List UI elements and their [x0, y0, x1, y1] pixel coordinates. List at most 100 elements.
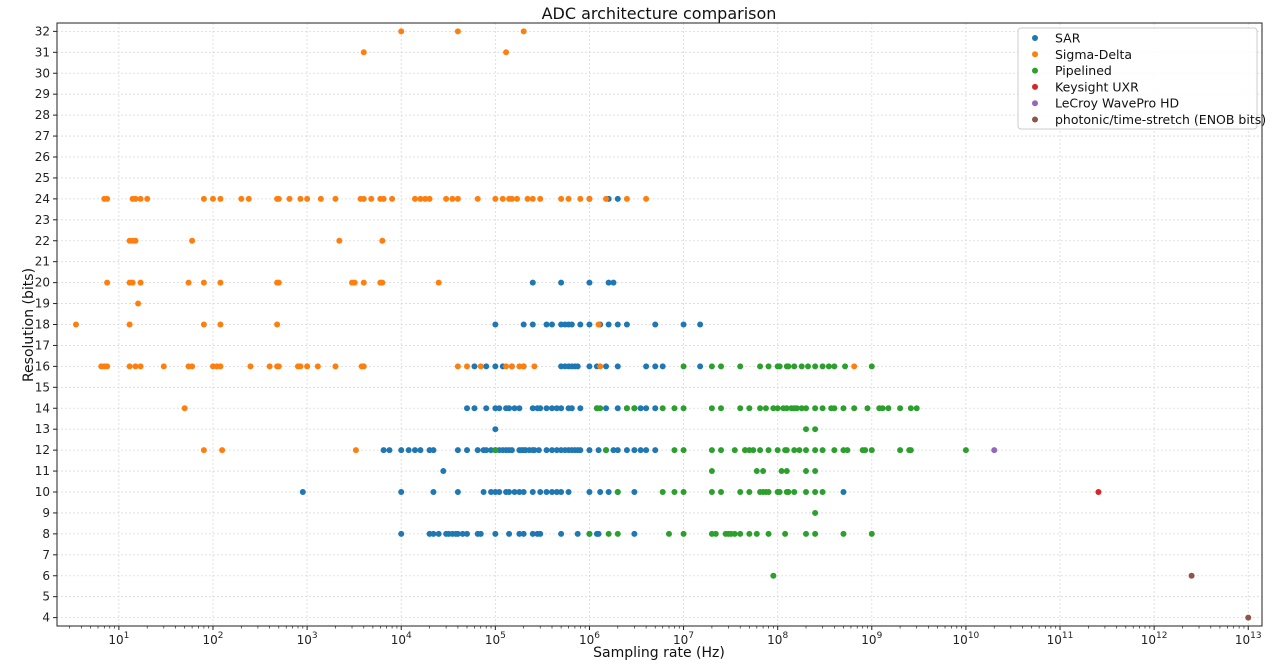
data-point	[840, 489, 847, 495]
data-point	[332, 363, 339, 370]
series-5	[1188, 572, 1252, 621]
data-point	[529, 489, 536, 495]
y-tick-label: 19	[35, 297, 50, 311]
data-point	[831, 405, 838, 412]
series-1	[72, 28, 858, 454]
data-point	[537, 530, 544, 537]
y-axis-title: Resolution (bits)	[21, 268, 37, 382]
y-tick-label: 5	[42, 590, 50, 604]
data-point	[379, 237, 386, 244]
data-point	[803, 530, 810, 537]
x-tick-label: 1013	[1235, 631, 1262, 647]
legend-label: SAR	[1055, 31, 1081, 46]
data-point	[132, 237, 139, 244]
legend-label: Keysight UXR	[1055, 79, 1139, 94]
data-point	[643, 195, 650, 202]
legend-label: photonic/time-stretch (ENOB bits)	[1055, 112, 1266, 127]
data-point	[712, 530, 719, 537]
data-point	[537, 489, 544, 495]
data-point	[862, 447, 869, 454]
y-tick-label: 12	[35, 443, 50, 457]
legend-marker	[1032, 100, 1038, 107]
data-point	[897, 405, 904, 412]
data-point	[605, 279, 612, 286]
data-point	[574, 363, 581, 370]
data-point	[803, 468, 810, 475]
data-point	[189, 237, 196, 244]
data-point	[386, 447, 393, 454]
data-point	[819, 489, 826, 495]
data-point	[483, 405, 490, 412]
y-tick-label: 13	[35, 422, 50, 436]
data-point	[819, 405, 826, 412]
data-point	[474, 447, 481, 454]
data-point	[304, 195, 311, 202]
x-tick-label: 104	[391, 631, 412, 647]
data-point	[511, 405, 518, 412]
data-point	[219, 447, 226, 454]
data-point	[549, 489, 555, 495]
data-point	[454, 489, 461, 495]
data-point	[104, 279, 111, 286]
y-tick-label: 10	[35, 485, 50, 499]
data-point	[398, 28, 405, 35]
data-point	[805, 363, 812, 370]
y-tick-label: 6	[42, 569, 50, 583]
data-point	[577, 405, 584, 412]
data-point	[435, 279, 442, 286]
y-tick-label: 25	[35, 171, 50, 185]
data-point	[680, 321, 687, 328]
data-point	[558, 279, 565, 286]
data-point	[737, 489, 744, 495]
data-point	[274, 321, 281, 328]
data-point	[549, 321, 555, 328]
y-tick-label: 24	[35, 192, 50, 206]
data-point	[753, 530, 760, 537]
data-point	[104, 195, 111, 202]
data-point	[529, 530, 536, 537]
data-point	[851, 405, 858, 412]
data-point	[798, 405, 805, 412]
data-point	[605, 530, 612, 537]
data-point	[529, 195, 536, 202]
data-point	[531, 363, 538, 370]
data-point	[750, 447, 757, 454]
data-point	[868, 530, 875, 537]
data-point	[351, 279, 358, 286]
legend-marker	[1032, 67, 1038, 74]
data-point	[126, 321, 133, 328]
data-point	[503, 49, 510, 56]
data-point	[803, 426, 810, 433]
data-point	[464, 405, 471, 412]
data-point	[217, 195, 224, 202]
data-point	[770, 572, 777, 579]
data-point	[614, 321, 621, 328]
y-tick-label: 21	[35, 255, 50, 269]
data-point	[492, 426, 499, 433]
data-point	[543, 405, 550, 412]
data-point	[508, 363, 515, 370]
data-point	[317, 195, 324, 202]
data-point	[812, 468, 819, 475]
x-tick-label: 105	[485, 631, 506, 647]
data-point	[907, 405, 914, 412]
y-tick-label: 22	[35, 234, 50, 248]
data-point	[665, 530, 672, 537]
data-point	[614, 530, 621, 537]
x-tick-label: 1010	[953, 631, 980, 647]
y-tick-label: 20	[35, 276, 50, 290]
data-point	[623, 405, 630, 412]
data-point	[565, 489, 572, 495]
data-point	[137, 363, 144, 370]
data-point	[380, 195, 387, 202]
data-point	[631, 530, 638, 537]
data-point	[516, 405, 523, 412]
data-point	[104, 363, 111, 370]
data-point	[614, 489, 621, 495]
data-point	[503, 363, 510, 370]
data-point	[492, 530, 499, 537]
data-point	[718, 489, 725, 495]
data-point	[842, 363, 849, 370]
data-point	[368, 195, 375, 202]
x-axis-title: Sampling rate (Hz)	[593, 645, 725, 661]
